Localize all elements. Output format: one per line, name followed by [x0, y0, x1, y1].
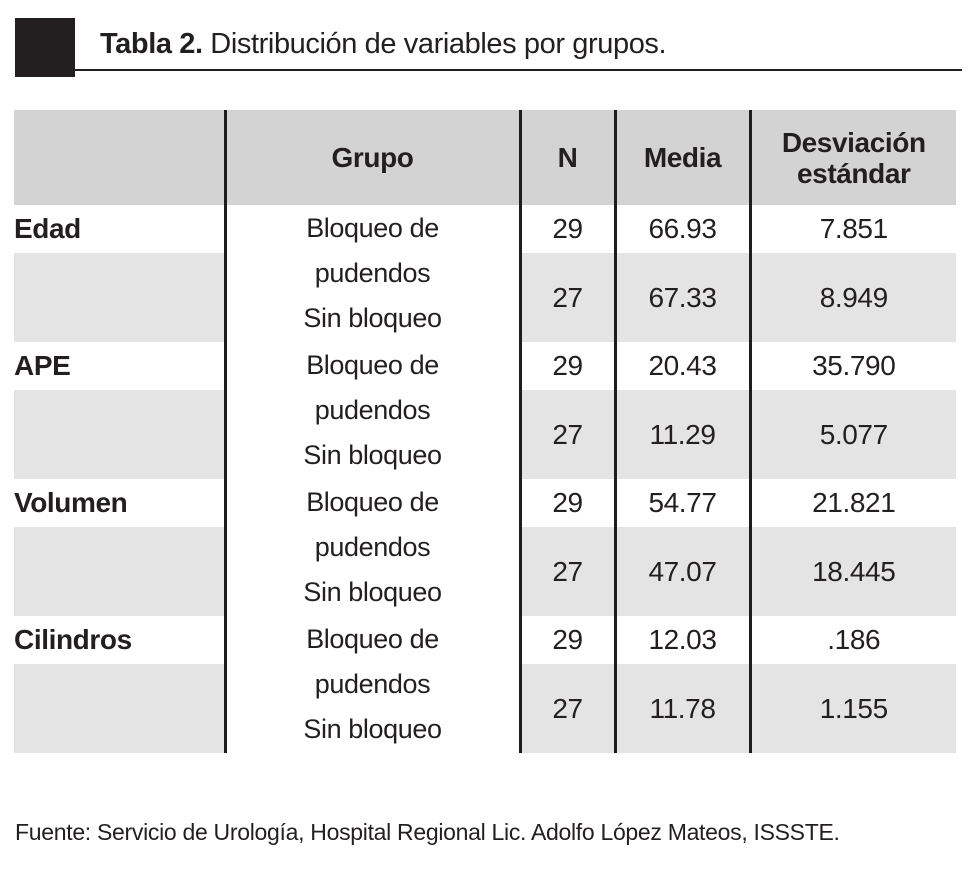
cell-n: 27: [518, 253, 615, 342]
header-grupo: Grupo: [223, 110, 520, 205]
variables-table: Grupo N Media Desviación estándar Edad B…: [14, 110, 956, 753]
grupo-cell-edad: Bloqueo de pudendos Sin bloqueo: [223, 205, 520, 342]
cell-n: 29: [518, 205, 615, 253]
header-variable: [14, 110, 225, 205]
table-row: 27 47.07 18.445: [14, 527, 956, 616]
header-n: N: [518, 110, 615, 205]
grupo-line: pudendos: [314, 395, 431, 425]
cell-media: 66.93: [613, 205, 750, 253]
grupo-line: Bloqueo de: [306, 487, 439, 517]
cell-n: 29: [518, 479, 615, 527]
grupo-line: Bloqueo de: [306, 213, 439, 243]
row-label-ape: APE: [14, 342, 225, 390]
cell-sd: 21.821: [748, 479, 956, 527]
cell-sd: 35.790: [748, 342, 956, 390]
grupo-cell-cilindros: Bloqueo de pudendos Sin bloqueo: [223, 616, 520, 753]
cell-sd: 5.077: [748, 390, 956, 479]
cell-n: 27: [518, 664, 615, 753]
cell-media: 54.77: [613, 479, 750, 527]
header-media: Media: [613, 110, 750, 205]
table-row: APE Bloqueo de pudendos Sin bloqueo 29 2…: [14, 342, 956, 479]
table-row: 27 11.29 5.077: [14, 390, 956, 479]
title-rule: [18, 69, 962, 71]
row-label-empty: [14, 664, 225, 753]
cell-n: 29: [518, 342, 615, 390]
table-title: Tabla 2. Distribución de variables por g…: [100, 28, 667, 60]
cell-media: 11.78: [613, 664, 750, 753]
cell-media: 20.43: [613, 342, 750, 390]
row-label-empty: [14, 527, 225, 616]
row-label-volumen: Volumen: [14, 479, 225, 527]
table-row: 27 67.33 8.949: [14, 253, 956, 342]
grupo-line: Sin bloqueo: [303, 303, 442, 333]
cell-media: 67.33: [613, 253, 750, 342]
title-marker-square: [15, 18, 75, 77]
cell-sd: .186: [748, 616, 956, 664]
grupo-line: Sin bloqueo: [303, 440, 442, 470]
cell-sd: 18.445: [748, 527, 956, 616]
grupo-line: pudendos: [314, 258, 431, 288]
cell-n: 29: [518, 616, 615, 664]
header-desviacion: Desviación estándar: [748, 110, 956, 205]
grupo-line: pudendos: [314, 532, 431, 562]
grupo-line: Sin bloqueo: [303, 577, 442, 607]
table-row: 27 11.78 1.155: [14, 664, 956, 753]
header-row: Grupo N Media Desviación estándar: [14, 110, 956, 205]
row-label-edad: Edad: [14, 205, 225, 253]
table-row: Cilindros Bloqueo de pudendos Sin bloque…: [14, 616, 956, 753]
grupo-line: Bloqueo de: [306, 624, 439, 654]
grupo-line: Sin bloqueo: [303, 714, 442, 744]
table-title-number: Tabla 2.: [100, 28, 203, 60]
table-row: Edad Bloqueo de pudendos Sin bloqueo 29 …: [14, 205, 956, 342]
cell-sd: 8.949: [748, 253, 956, 342]
cell-sd: 7.851: [748, 205, 956, 253]
grupo-line: pudendos: [314, 669, 431, 699]
cell-media: 12.03: [613, 616, 750, 664]
grupo-cell-volumen: Bloqueo de pudendos Sin bloqueo: [223, 479, 520, 616]
table-row: Volumen Bloqueo de pudendos Sin bloqueo …: [14, 479, 956, 616]
source-note: Fuente: Servicio de Urología, Hospital R…: [15, 819, 840, 845]
grupo-line: Bloqueo de: [306, 350, 439, 380]
cell-n: 27: [518, 390, 615, 479]
cell-n: 27: [518, 527, 615, 616]
grupo-cell-ape: Bloqueo de pudendos Sin bloqueo: [223, 342, 520, 479]
cell-sd: 1.155: [748, 664, 956, 753]
row-label-cilindros: Cilindros: [14, 616, 225, 664]
table-title-caption: Distribución de variables por grupos.: [202, 28, 667, 60]
row-label-empty: [14, 390, 225, 479]
cell-media: 47.07: [613, 527, 750, 616]
cell-media: 11.29: [613, 390, 750, 479]
row-label-empty: [14, 253, 225, 342]
